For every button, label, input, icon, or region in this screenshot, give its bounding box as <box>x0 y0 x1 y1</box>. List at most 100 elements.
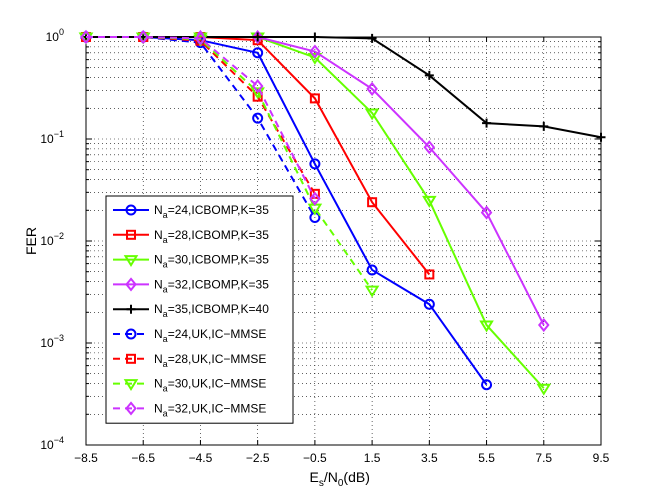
legend-label-main: N <box>154 277 163 291</box>
x-tick-label: −4.5 <box>189 451 213 465</box>
x-axis-label-sub2: 0 <box>338 478 344 489</box>
data-point <box>126 353 136 364</box>
x-tick-label: −0.5 <box>303 451 327 465</box>
x-tick-label: 7.5 <box>535 451 552 465</box>
data-point <box>125 204 137 216</box>
y-tick-label-exponent: −1 <box>54 129 64 139</box>
x-tick-label: 5.5 <box>478 451 495 465</box>
legend-entry: Na=24,ICBOMP,K=35 <box>113 203 269 220</box>
data-point <box>422 195 437 208</box>
legend-label-rest: =30,UK,IC−MMSE <box>168 377 267 391</box>
data-point <box>253 32 263 42</box>
data-point <box>539 121 549 131</box>
x-axis-label-sub: s <box>319 478 324 489</box>
data-point <box>251 29 264 45</box>
series-layer <box>78 29 606 396</box>
y-tick-label-base: 10 <box>40 336 54 350</box>
legend-entry: Na=28,ICBOMP,K=35 <box>113 228 269 245</box>
y-tick-label-exponent: −3 <box>54 333 64 343</box>
legend-label-sub: a <box>163 334 168 344</box>
data-point <box>307 52 323 65</box>
data-point <box>537 317 550 333</box>
x-tick-label: −6.5 <box>131 451 155 465</box>
legend-label-rest: =30,ICBOMP,K=35 <box>168 253 270 267</box>
data-point <box>482 118 492 128</box>
data-point <box>125 401 137 416</box>
legend-label-main: N <box>154 352 163 366</box>
y-tick-label-base: 10 <box>40 438 54 452</box>
y-tick-label: 10−3 <box>40 333 64 350</box>
data-point <box>125 277 137 292</box>
data-point <box>423 298 435 310</box>
y-tick-label-base: 10 <box>46 30 60 44</box>
data-point <box>309 191 321 206</box>
legend-label: Na=32,ICBOMP,K=35 <box>154 277 269 294</box>
legend-label-main: N <box>154 302 163 316</box>
data-point <box>125 328 137 340</box>
data-point <box>126 304 136 314</box>
legend-label-rest: =28,ICBOMP,K=35 <box>168 228 270 242</box>
legend-entry: Na=32,UK,IC−MMSE <box>113 401 266 418</box>
legend-label-main: N <box>154 253 163 267</box>
legend-label-rest: =28,UK,IC−MMSE <box>168 352 267 366</box>
x-axis-label: Es/N0(dB) <box>310 469 370 489</box>
data-point <box>137 29 150 45</box>
data-point <box>123 255 139 268</box>
legend-label-sub: a <box>163 359 168 369</box>
data-point <box>251 79 264 94</box>
data-point <box>480 205 493 220</box>
x-tick-label: 1.5 <box>364 451 381 465</box>
data-point <box>364 285 380 298</box>
data-point <box>364 108 380 121</box>
legend-label: Na=28,UK,IC−MMSE <box>154 352 266 369</box>
y-tick-label: 10−2 <box>40 231 64 248</box>
data-point <box>367 33 377 43</box>
data-point <box>309 158 321 170</box>
legend-label-rest: =24,ICBOMP,K=35 <box>168 203 270 217</box>
y-tick-label-base: 10 <box>40 132 54 146</box>
legend-label: Na=35,ICBOMP,K=40 <box>154 302 269 319</box>
x-tick-label: −2.5 <box>246 451 270 465</box>
legend-label-sub: a <box>163 210 168 220</box>
series-8 <box>80 29 321 206</box>
legend-label-rest: =32,UK,IC−MMSE <box>168 401 267 415</box>
data-point <box>424 70 434 80</box>
legend-label-sub: a <box>163 384 168 394</box>
data-point <box>310 32 320 42</box>
data-point <box>423 140 436 155</box>
x-axis-label-mid: /N <box>324 469 338 485</box>
legend-label-rest: =35,ICBOMP,K=40 <box>168 302 270 316</box>
series-line <box>86 36 373 291</box>
x-tick-label: −8.5 <box>74 451 98 465</box>
data-point <box>309 93 320 104</box>
y-axis-label: FER <box>23 227 39 255</box>
legend-label-sub: a <box>163 408 168 418</box>
legend-label-rest: =32,ICBOMP,K=35 <box>168 277 270 291</box>
data-point <box>252 47 264 59</box>
data-point <box>366 264 378 276</box>
legend-label: Na=32,UK,IC−MMSE <box>154 401 266 418</box>
y-tick-label-base: 10 <box>40 234 54 248</box>
data-point <box>481 379 493 391</box>
y-tick-label: 100 <box>46 27 64 44</box>
legend-label: Na=24,ICBOMP,K=35 <box>154 203 269 220</box>
x-tick-label: 9.5 <box>593 451 610 465</box>
x-tick-label: 3.5 <box>421 451 438 465</box>
legend-entry: Na=24,UK,IC−MMSE <box>113 327 266 344</box>
legend-label-main: N <box>154 203 163 217</box>
data-point <box>596 132 606 142</box>
axis-ticks: −8.5 −6.5 −4.5 −2.5 −0.5 1.5 3.5 5.5 7.5 9.510010… <box>40 27 609 465</box>
legend-label-sub: a <box>163 309 168 319</box>
data-point <box>367 197 378 208</box>
y-tick-label: 10−1 <box>40 129 64 146</box>
legend-label: Na=28,ICBOMP,K=35 <box>154 228 269 245</box>
legend-entry: Na=30,ICBOMP,K=35 <box>113 253 269 270</box>
y-tick-label-exponent: 0 <box>59 27 64 37</box>
legend-entry: Na=32,ICBOMP,K=35 <box>113 277 269 294</box>
legend-entry: Na=35,ICBOMP,K=40 <box>113 302 269 319</box>
data-point <box>194 31 207 46</box>
x-axis-label-main: E <box>310 469 319 485</box>
legend-label-sub: a <box>163 284 168 294</box>
